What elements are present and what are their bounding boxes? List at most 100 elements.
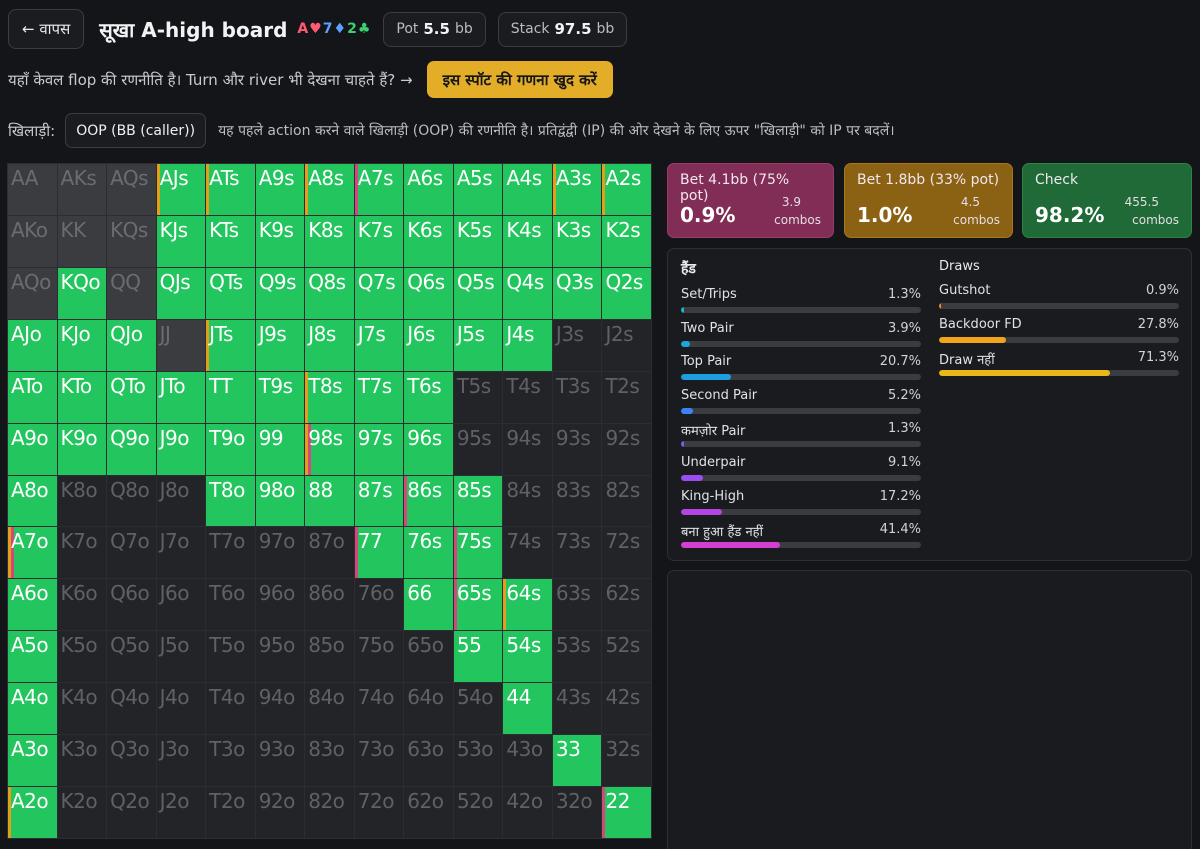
hand-cell[interactable]: Q3o [107, 735, 156, 787]
hand-cell[interactable]: AKs [57, 164, 107, 215]
hand-cell[interactable]: 85o [305, 631, 354, 683]
hand-cell[interactable]: 75o [354, 631, 404, 683]
hand-cell[interactable]: Q4s [503, 267, 552, 319]
hand-cell[interactable]: 95o [255, 631, 305, 683]
action-bet-75-card[interactable]: Bet 4.1bb (75% pot) 3.9 combos 0.9% [667, 163, 834, 238]
hand-cell[interactable]: K2s [602, 215, 651, 267]
hand-cell[interactable]: QQ [107, 267, 156, 319]
hand-cell[interactable]: 63s [552, 579, 602, 631]
hand-cell[interactable]: A3s [552, 164, 602, 215]
hand-cell[interactable]: 96s [404, 423, 453, 475]
hand-cell[interactable]: 87s [354, 475, 404, 527]
hand-cell[interactable]: J2o [156, 787, 206, 838]
hand-cell[interactable]: 66 [404, 579, 453, 631]
hand-cell[interactable]: T2o [206, 787, 255, 838]
hand-cell[interactable]: 52s [602, 631, 651, 683]
hand-cell[interactable]: T8o [206, 475, 255, 527]
hand-cell[interactable]: K3s [552, 215, 602, 267]
hand-cell[interactable]: Q5s [453, 267, 503, 319]
hand-cell[interactable]: QTs [206, 267, 255, 319]
hand-cell[interactable]: KJo [57, 319, 107, 371]
hand-cell[interactable]: J9o [156, 423, 206, 475]
hand-cell[interactable]: KTs [206, 215, 255, 267]
hand-cell[interactable]: Q9o [107, 423, 156, 475]
hand-cell[interactable]: 96o [255, 579, 305, 631]
hand-cell[interactable]: K7s [354, 215, 404, 267]
hand-cell[interactable]: 99 [255, 423, 305, 475]
hand-cell[interactable]: 97s [354, 423, 404, 475]
hand-cell[interactable]: 63o [404, 735, 453, 787]
hand-cell[interactable]: J5s [453, 319, 503, 371]
hand-cell[interactable]: Q7s [354, 267, 404, 319]
hand-cell[interactable]: 93o [255, 735, 305, 787]
hand-cell[interactable]: QJs [156, 267, 206, 319]
hand-cell[interactable]: A8o [8, 475, 57, 527]
hand-cell[interactable]: 77 [354, 527, 404, 579]
hand-cell[interactable]: 98s [305, 423, 354, 475]
hand-cell[interactable]: 74s [503, 527, 552, 579]
hand-cell[interactable]: 62s [602, 579, 651, 631]
hand-cell[interactable]: K6s [404, 215, 453, 267]
hand-cell[interactable]: A5s [453, 164, 503, 215]
hand-cell[interactable]: J8s [305, 319, 354, 371]
hand-cell[interactable]: A9o [8, 423, 57, 475]
hand-cell[interactable]: 22 [602, 787, 651, 838]
hand-cell[interactable]: T3s [552, 371, 602, 423]
hand-cell[interactable]: JTo [156, 371, 206, 423]
hand-cell[interactable]: 73s [552, 527, 602, 579]
hand-cell[interactable]: 52o [453, 787, 503, 838]
hand-cell[interactable]: A4o [8, 683, 57, 735]
hand-cell[interactable]: T4s [503, 371, 552, 423]
hand-cell[interactable]: J9s [255, 319, 305, 371]
hand-cell[interactable]: T9o [206, 423, 255, 475]
hand-cell[interactable]: Q8o [107, 475, 156, 527]
action-check-card[interactable]: Check 455.5 combos 98.2% [1022, 163, 1192, 238]
hand-cell[interactable]: 42s [602, 683, 651, 735]
hand-cell[interactable]: 72s [602, 527, 651, 579]
hand-cell[interactable]: AJs [156, 164, 206, 215]
hand-cell[interactable]: J6o [156, 579, 206, 631]
hand-cell[interactable]: KK [57, 215, 107, 267]
hand-cell[interactable]: 72o [354, 787, 404, 838]
hand-cell[interactable]: T6o [206, 579, 255, 631]
hand-cell[interactable]: K8o [57, 475, 107, 527]
hand-cell[interactable]: KQs [107, 215, 156, 267]
hand-cell[interactable]: J5o [156, 631, 206, 683]
hand-cell[interactable]: J4o [156, 683, 206, 735]
hand-cell[interactable]: 85s [453, 475, 503, 527]
hand-cell[interactable]: ATs [206, 164, 255, 215]
hand-cell[interactable]: KQo [57, 267, 107, 319]
hand-cell[interactable]: T9s [255, 371, 305, 423]
hand-cell[interactable]: 64o [404, 683, 453, 735]
hand-cell[interactable]: AQo [8, 267, 57, 319]
hand-cell[interactable]: 86s [404, 475, 453, 527]
hand-cell[interactable]: TT [206, 371, 255, 423]
hand-cell[interactable]: AQs [107, 164, 156, 215]
hand-cell[interactable]: Q6s [404, 267, 453, 319]
hand-cell[interactable]: 84s [503, 475, 552, 527]
hand-cell[interactable]: J6s [404, 319, 453, 371]
hand-cell[interactable]: K5o [57, 631, 107, 683]
hand-cell[interactable]: K4s [503, 215, 552, 267]
hand-cell[interactable]: 62o [404, 787, 453, 838]
hand-cell[interactable]: A3o [8, 735, 57, 787]
hand-cell[interactable]: QTo [107, 371, 156, 423]
hand-cell[interactable]: 42o [503, 787, 552, 838]
hand-cell[interactable]: 54s [503, 631, 552, 683]
hand-cell[interactable]: 92s [602, 423, 651, 475]
hand-cell[interactable]: 83o [305, 735, 354, 787]
hand-cell[interactable]: 43s [552, 683, 602, 735]
hand-cell[interactable]: 98o [255, 475, 305, 527]
hand-cell[interactable]: 94s [503, 423, 552, 475]
hand-cell[interactable]: 32o [552, 787, 602, 838]
hand-cell[interactable]: 65s [453, 579, 503, 631]
hand-cell[interactable]: A6o [8, 579, 57, 631]
hand-cell[interactable]: J3o [156, 735, 206, 787]
hand-cell[interactable]: K6o [57, 579, 107, 631]
hand-cell[interactable]: J2s [602, 319, 651, 371]
hand-cell[interactable]: Q4o [107, 683, 156, 735]
hand-cell[interactable]: T7s [354, 371, 404, 423]
hand-cell[interactable]: J8o [156, 475, 206, 527]
hand-cell[interactable]: J7o [156, 527, 206, 579]
hand-cell[interactable]: Q3s [552, 267, 602, 319]
